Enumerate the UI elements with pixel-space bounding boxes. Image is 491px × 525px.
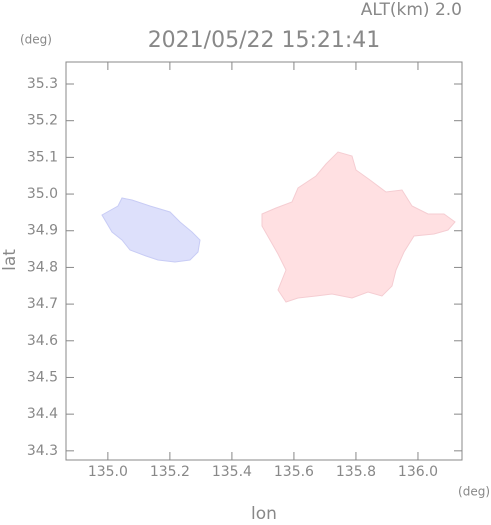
y-tick-label: 34.6 [27, 333, 58, 349]
y-tick-label: 34.7 [27, 296, 58, 312]
echo-blob [261, 151, 456, 303]
x-tick-label: 135.6 [274, 464, 314, 480]
echo-blob [101, 197, 201, 263]
y-tick-label: 34.8 [27, 259, 58, 275]
x-tick-label: 135.0 [88, 464, 128, 480]
x-tick-label: 135.2 [150, 464, 190, 480]
y-tick-label: 35.0 [27, 186, 58, 202]
y-tick-label: 35.1 [27, 149, 58, 165]
plot-frame [65, 61, 463, 461]
y-tick-label: 34.9 [27, 223, 58, 239]
x-tick-label: 136.0 [398, 464, 438, 480]
x-tick-label: 135.4 [212, 464, 252, 480]
x-tick-label: 135.8 [336, 464, 376, 480]
y-tick-label: 34.5 [27, 369, 58, 385]
x-label: lon [251, 504, 277, 521]
y-tick-label: 34.4 [27, 406, 58, 422]
y-tick-label: 35.2 [27, 113, 58, 129]
subtitle: ALT(km) 2.0 [361, 0, 462, 20]
y-label: lat [0, 249, 20, 271]
y-tick-label: 35.3 [27, 76, 58, 92]
y-unit: (deg) [20, 33, 52, 47]
y-tick-label: 34.3 [27, 443, 58, 459]
x-unit: (deg) [458, 485, 490, 499]
chart-title: 2021/05/22 15:21:41 [148, 28, 381, 53]
